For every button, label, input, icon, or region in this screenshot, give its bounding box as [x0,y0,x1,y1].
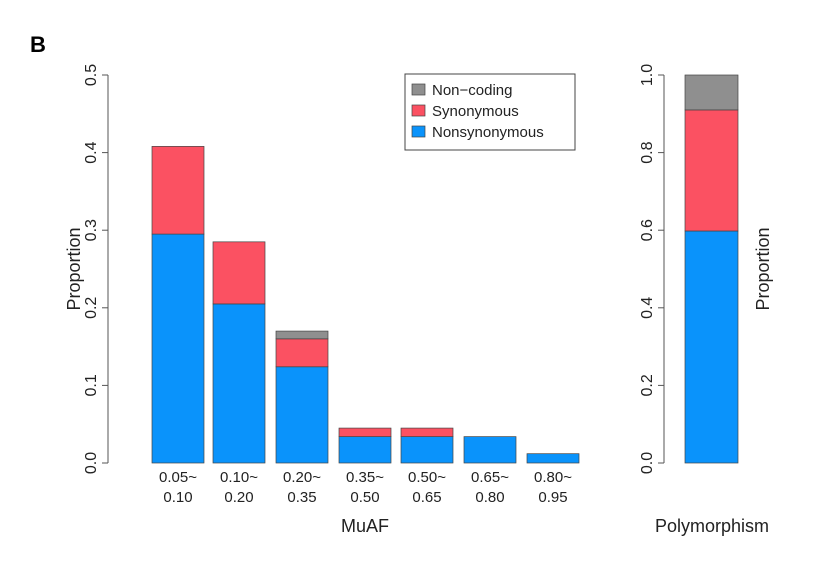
bar-segment-nonsynonymous [151,233,205,464]
y-tick-label: 0.5 [83,64,100,86]
x-tick-label: 0.10 [163,489,192,506]
bar-segment-nonsynonymous [275,366,329,464]
legend-label: Non−coding [432,82,512,99]
bar-segment-synonymous [151,146,205,235]
x-tick-label: 0.80 [475,489,504,506]
y-tick-label: 0.4 [83,141,100,163]
bar-segment-nonsynonymous [400,436,454,464]
muaf-chart: 0.0 0.1 0.2 0.3 0.4 0.5 Proportion 0.05~ 0.10 0.1… [64,64,580,536]
y-axis-label: Proportion [753,227,773,310]
y-tick-label: 1.0 [639,64,656,86]
bar-segment-nonsynonymous [526,453,580,464]
bar-segment-non-coding [684,74,739,111]
y-tick-label: 0.1 [83,374,100,396]
bar-segment-synonymous [400,427,454,437]
legend-swatch [411,104,426,117]
x-tick-label: 0.50 [350,489,379,506]
legend-label: Nonsynonymous [432,124,544,141]
bar-segment-synonymous [684,109,739,232]
bar-segment-nonsynonymous [212,303,266,464]
x-tick-label: 0.20~ [283,469,321,486]
y-tick-label: 0.6 [639,219,656,241]
x-tick-label: 0.35~ [346,469,384,486]
panel-label: B [30,32,46,57]
legend-swatch [411,83,426,96]
x-tick-label: 0.10~ [220,469,258,486]
legend-box [404,73,576,151]
x-tick-label: 0.65~ [471,469,509,486]
bar-segment-synonymous [212,241,266,305]
x-tick-label: 0.20 [224,489,253,506]
x-tick-label: 0.05~ [159,469,197,486]
bar-segment-non-coding [275,330,329,340]
bar-segment-synonymous [338,427,392,437]
y-tick-label: 0.8 [639,141,656,163]
x-tick-label: 0.80~ [534,469,572,486]
y-tick-label: 0.4 [639,297,656,319]
x-tick-label: 0.35 [287,489,316,506]
bar-segment-nonsynonymous [684,230,739,464]
x-tick-label: 0.95 [538,489,567,506]
x-tick-label: 0.50~ [408,469,446,486]
polymorphism-chart: 0.0 0.2 0.4 0.6 0.8 1.0 Proportion Polymorphism [639,64,773,536]
legend-label: Synonymous [432,103,519,120]
y-tick-label: 0.0 [639,452,656,474]
y-axis-label: Proportion [64,227,84,310]
y-tick-label: 0.2 [639,374,656,396]
y-tick-label: 0.0 [83,452,100,474]
y-tick-label: 0.3 [83,219,100,241]
x-axis-label: Polymorphism [655,516,769,536]
bar-segment-synonymous [275,338,329,368]
legend-swatch [411,125,426,138]
x-axis-label: MuAF [341,516,389,536]
bar-segment-nonsynonymous [463,436,517,464]
y-tick-label: 0.2 [83,297,100,319]
bar-segment-nonsynonymous [338,436,392,464]
legend: Non−coding Synonymous Nonsynonymous [404,73,576,151]
x-tick-label: 0.65 [412,489,441,506]
